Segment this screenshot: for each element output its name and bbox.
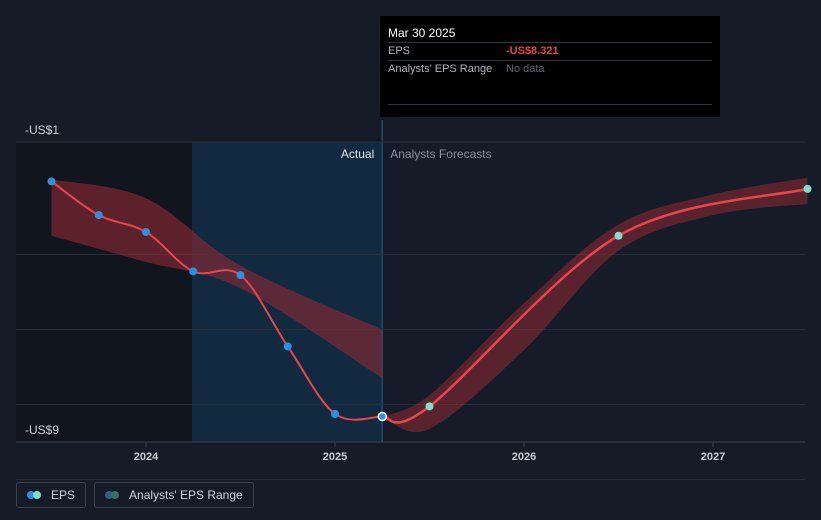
- x-tick-label: 2027: [701, 451, 725, 463]
- tooltip-divider: [388, 104, 712, 105]
- x-tick-label: 2025: [323, 451, 347, 463]
- tooltip-eps-row: EPS -US$8.321: [388, 42, 712, 60]
- tooltip-range-value: No data: [506, 63, 545, 75]
- tooltip-range-row: Analysts' EPS Range No data: [388, 60, 712, 78]
- eps-point-actual: [94, 211, 103, 220]
- eps-point-actual: [142, 228, 150, 236]
- eps-point-forecast: [803, 184, 812, 193]
- eps-point-current: [377, 411, 387, 422]
- eps-line-actual: [50, 180, 383, 421]
- eps-point-actual: [283, 342, 292, 351]
- legend-range-swatch: [105, 490, 121, 500]
- eps-point-actual: [236, 271, 245, 280]
- eps-line-forecast: [381, 187, 808, 424]
- eps-point-forecast: [425, 402, 434, 411]
- eps-point-actual: [331, 409, 339, 418]
- eps-point-actual: [47, 177, 56, 186]
- legend-eps-swatch: [27, 490, 43, 500]
- range-band-forecast: [382, 177, 808, 433]
- y-axis-top-label: -US$1: [25, 123, 59, 137]
- tooltip-eps-value: -US$8.321: [506, 45, 559, 57]
- hover-tooltip: Mar 30 2025 EPS -US$8.321 Analysts' EPS …: [380, 16, 720, 117]
- legend-eps-label: EPS: [51, 488, 76, 502]
- chart-legend: EPS Analysts' EPS Range: [16, 482, 254, 508]
- y-axis-bottom-label: -US$9: [25, 423, 59, 437]
- tooltip-date: Mar 30 2025: [388, 26, 456, 40]
- x-tick-label: 2024: [134, 451, 159, 463]
- legend-range-label: Analysts' EPS Range: [129, 488, 243, 502]
- actual-region-label: Actual: [341, 147, 374, 161]
- forecast-region-label: Analysts Forecasts: [390, 147, 491, 161]
- tooltip-range-label: Analysts' EPS Range: [388, 63, 493, 75]
- range-band-actual: [51, 179, 383, 379]
- eps-point-forecast: [614, 231, 623, 240]
- tooltip-eps-label: EPS: [388, 45, 411, 57]
- legend-eps-button[interactable]: EPS: [16, 482, 87, 508]
- legend-range-button[interactable]: Analysts' EPS Range: [94, 482, 254, 508]
- x-tick-label: 2026: [512, 451, 536, 463]
- eps-point-actual: [189, 267, 198, 276]
